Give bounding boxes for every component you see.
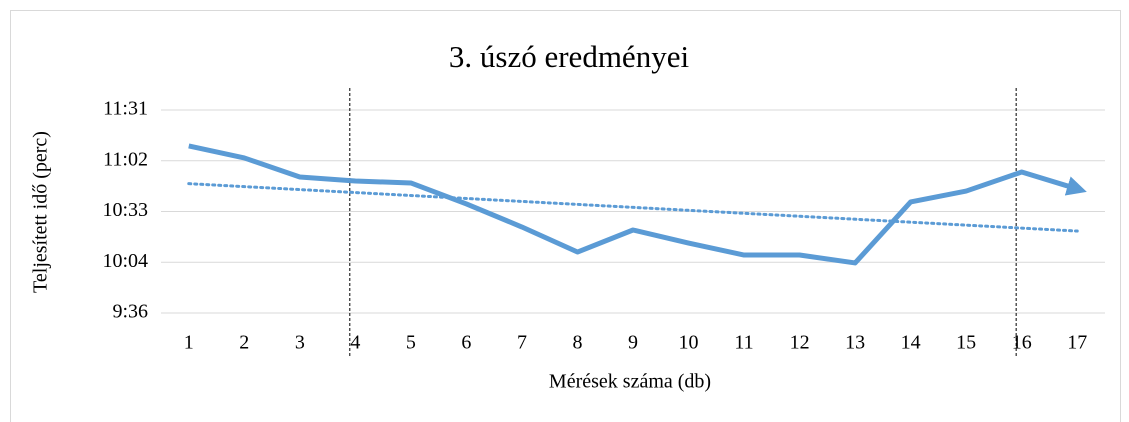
x-tick-label: 2 bbox=[239, 332, 249, 354]
y-tick-label: 10:04 bbox=[102, 250, 148, 272]
data-line bbox=[188, 143, 1087, 266]
x-tick-label: 11 bbox=[734, 332, 753, 354]
x-axis-label: Mérések száma (db) bbox=[549, 371, 711, 393]
x-tick-label: 13 bbox=[845, 332, 865, 354]
x-tick-label: 14 bbox=[901, 332, 921, 354]
x-tick-label: 9 bbox=[628, 332, 638, 354]
trendline bbox=[187, 182, 1079, 233]
x-tick-label: 17 bbox=[1067, 332, 1087, 354]
y-tick-label: 11:02 bbox=[103, 148, 148, 170]
x-tick-label: 10 bbox=[679, 332, 699, 354]
x-tick-label: 6 bbox=[461, 332, 471, 354]
chart-border bbox=[10, 10, 1121, 422]
y-axis-label: Teljesített idő (perc) bbox=[30, 131, 52, 293]
x-tick-label: 5 bbox=[406, 332, 416, 354]
y-tick-label: 11:31 bbox=[103, 98, 148, 120]
y-tick-label: 10:33 bbox=[102, 199, 148, 221]
x-tick-label: 7 bbox=[517, 332, 527, 354]
x-tick-label: 1 bbox=[184, 332, 194, 354]
x-tick-label: 16 bbox=[1012, 332, 1032, 354]
x-tick-label: 8 bbox=[572, 332, 582, 354]
y-tick-label: 9:36 bbox=[112, 301, 148, 323]
chart-title: 3. úszó eredményei bbox=[449, 39, 690, 74]
x-tick-label: 3 bbox=[295, 332, 305, 354]
x-tick-label: 12 bbox=[790, 332, 810, 354]
x-tick-label: 4 bbox=[350, 332, 360, 354]
x-tick-label: 15 bbox=[956, 332, 976, 354]
